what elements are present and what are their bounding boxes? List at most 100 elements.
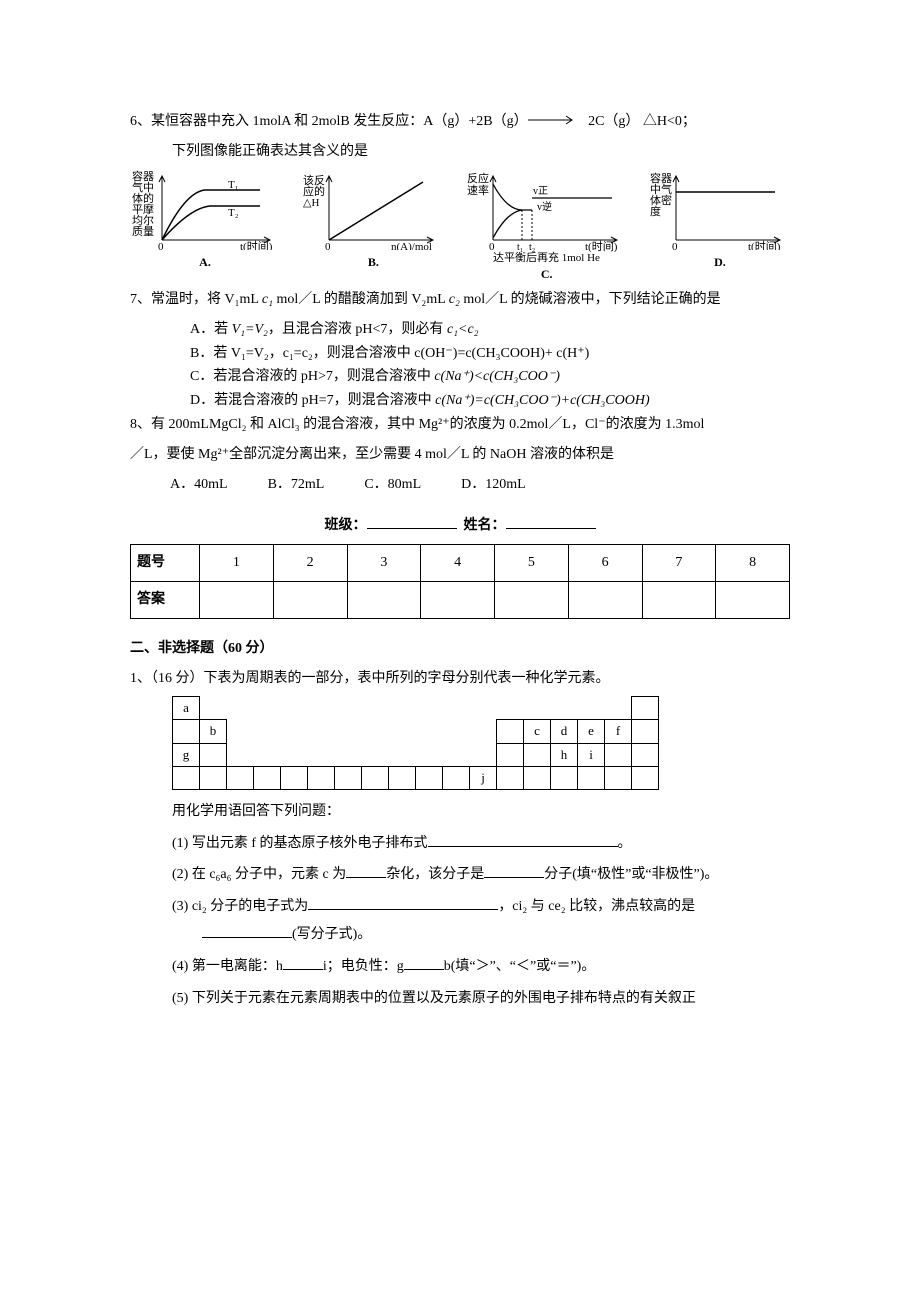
pt-g: g: [173, 743, 200, 766]
svg-text:中气: 中气: [650, 182, 672, 196]
q7C-b: c(Na⁺)<c(CH₃COO⁻): [434, 369, 560, 384]
svg-text:速率: 速率: [467, 183, 489, 197]
row-header-a: 答案: [131, 581, 200, 618]
svg-text:体的: 体的: [132, 191, 154, 205]
ans-cell[interactable]: [200, 581, 274, 618]
sub1-blank[interactable]: [428, 832, 618, 847]
sub3-blank2[interactable]: [202, 923, 292, 938]
table-row-answers: 答案: [131, 581, 790, 618]
sub1-text: (1) 写出元素 f 的基态原子核外电子排布式: [172, 836, 428, 851]
s2-sub5: (5) 下列关于元素在元素周期表中的位置以及元素原子的外围电子排布特点的有关叙正: [130, 987, 790, 1011]
q7-c2: c₂: [449, 292, 460, 307]
ans-cell[interactable]: [347, 581, 421, 618]
qnum: 5: [495, 545, 569, 582]
sub3-b: ，ci₂ 与 ce₂ 比较，沸点较高的是: [498, 899, 695, 914]
svg-text:平摩: 平摩: [132, 202, 154, 216]
row-header-q: 题号: [131, 545, 200, 582]
q6-charts: 容器 气中 体的 平摩 均尔 质量 T₁ T₂ 0 t(时间) A. 该反 应的…: [130, 170, 790, 284]
sub3-c: (写分子式)。: [292, 927, 371, 942]
s2-sub3-cont: (写分子式)。: [130, 923, 790, 947]
sub4-blank2[interactable]: [404, 955, 444, 970]
chart-b: 该反 应的 △H 0 n(A)/mol B.: [303, 170, 443, 284]
qnum: 6: [568, 545, 642, 582]
chart-c-label: C.: [467, 264, 627, 284]
svg-text:v逆: v逆: [537, 200, 552, 213]
chart-c: 反应 速率 v正 v逆 0 t₁ t₂ t(时间) 达平衡后再充 1mol He…: [467, 170, 627, 284]
svg-text:0: 0: [158, 241, 164, 250]
svg-text:质量: 质量: [132, 225, 154, 238]
student-info: 班级： 姓名：: [130, 514, 790, 538]
ans-cell[interactable]: [273, 581, 347, 618]
svg-text:v正: v正: [533, 186, 548, 197]
q7A-c: c₁<c₂: [447, 322, 479, 337]
ans-cell[interactable]: [716, 581, 790, 618]
qnum: 4: [421, 545, 495, 582]
pt-h: h: [551, 743, 578, 766]
svg-text:t(时间): t(时间): [748, 240, 781, 250]
periodic-table-fragment: a b c d e f g h i j: [172, 696, 790, 789]
q8-optC: C．80mL: [364, 473, 421, 497]
answer-table: 题号 1 2 3 4 5 6 7 8 答案: [130, 544, 790, 619]
q7-a: 7、常温时，将 V₁mL: [130, 292, 262, 307]
s2-intro: 用化学用语回答下列问题：: [130, 800, 790, 824]
sub4-b: i；电负性：g: [323, 959, 404, 974]
sub2-a: (2) 在 c₆a₆ 分子中，元素 c 为: [172, 867, 346, 882]
sub3-blank1[interactable]: [308, 895, 498, 910]
chart-d-label: D.: [650, 252, 790, 272]
question-8-l1: 8、有 200mLMgCl₂ 和 AlCl₃ 的混合溶液，其中 Mg²⁺的浓度为…: [130, 413, 790, 437]
chart-b-label: B.: [303, 252, 443, 272]
svg-text:n(A)/mol: n(A)/mol: [391, 241, 432, 250]
chart-a: 容器 气中 体的 平摩 均尔 质量 T₁ T₂ 0 t(时间) A.: [130, 170, 280, 284]
reaction-arrow: [528, 110, 578, 134]
q7A-v: V₁=V₂: [232, 322, 268, 337]
pt-i: i: [578, 743, 605, 766]
q8-optA: A．40mL: [170, 473, 228, 497]
svg-text:T₂: T₂: [228, 207, 239, 219]
svg-text:应的: 应的: [303, 184, 325, 198]
question-7: 7、常温时，将 V₁mL c₁ mol／L 的醋酸滴加到 V₂mL c₂ mol…: [130, 288, 790, 312]
q6-stem-b: 2C（g） △H<0；: [588, 114, 696, 129]
q7D-b: c(Na⁺)=c(CH₃COO⁻)+c(CH₃COOH): [435, 393, 649, 408]
qnum: 3: [347, 545, 421, 582]
sub2-blank1[interactable]: [346, 863, 386, 878]
question-6: 6、某恒容器中充入 1molA 和 2molB 发生反应：A（g）+2B（g） …: [130, 110, 790, 134]
ans-cell[interactable]: [421, 581, 495, 618]
svg-text:反应: 反应: [467, 171, 489, 185]
q7-optB: B．若 V₁=V₂，c₁=c₂，则混合溶液中 c(OH⁻)=c(CH₃COOH)…: [130, 342, 790, 366]
q8-options: A．40mL B．72mL C．80mL D．120mL: [130, 473, 790, 497]
svg-text:达平衡后再充 1mol He: 达平衡后再充 1mol He: [493, 250, 600, 262]
qnum: 2: [273, 545, 347, 582]
s2-sub3: (3) ci₂ 分子的电子式为，ci₂ 与 ce₂ 比较，沸点较高的是: [130, 895, 790, 919]
pt-a: a: [173, 697, 200, 720]
svg-text:体密: 体密: [650, 193, 672, 207]
q7-optC: C．若混合溶液的 pH>7，则混合溶液中 c(Na⁺)<c(CH₃COO⁻): [130, 365, 790, 389]
q6-stem-a: 6、某恒容器中充入 1molA 和 2molB 发生反应：A（g）+2B（g）: [130, 114, 528, 129]
q7D-a: D．若混合溶液的 pH=7，则混合溶液中: [190, 393, 435, 408]
q7-b: mol／L 的醋酸滴加到 V₂mL: [273, 292, 449, 307]
name-blank[interactable]: [506, 514, 596, 529]
section-2-title: 二、非选择题（60 分）: [130, 637, 790, 661]
sub2-blank2[interactable]: [484, 863, 544, 878]
ans-cell[interactable]: [568, 581, 642, 618]
sub4-blank1[interactable]: [283, 955, 323, 970]
svg-text:气中: 气中: [132, 180, 154, 194]
q7A-b: ，且混合溶液 pH<7，则必有: [268, 322, 447, 337]
q8-optB: B．72mL: [268, 473, 325, 497]
q7-c1: c₁: [262, 292, 273, 307]
ans-cell[interactable]: [642, 581, 716, 618]
sub1-end: 。: [618, 836, 632, 851]
sub2-c: 分子(填“极性”或“非极性”)。: [544, 867, 718, 882]
sub4-c: b(填“＞”、“＜”或“＝”)。: [444, 959, 596, 974]
svg-text:该反: 该反: [303, 173, 325, 187]
table-row-header: 题号 1 2 3 4 5 6 7 8: [131, 545, 790, 582]
svg-text:t(时间): t(时间): [240, 240, 273, 250]
class-blank[interactable]: [367, 514, 457, 529]
sub4-a: (4) 第一电离能：h: [172, 959, 283, 974]
class-label: 班级：: [325, 518, 367, 533]
svg-text:0: 0: [672, 241, 678, 250]
q7-c: mol／L 的烧碱溶液中，下列结论正确的是: [460, 292, 721, 307]
s2-sub4: (4) 第一电离能：h i；电负性：g b(填“＞”、“＜”或“＝”)。: [130, 955, 790, 979]
name-label: 姓名：: [464, 518, 506, 533]
ans-cell[interactable]: [495, 581, 569, 618]
pt-e: e: [578, 720, 605, 743]
